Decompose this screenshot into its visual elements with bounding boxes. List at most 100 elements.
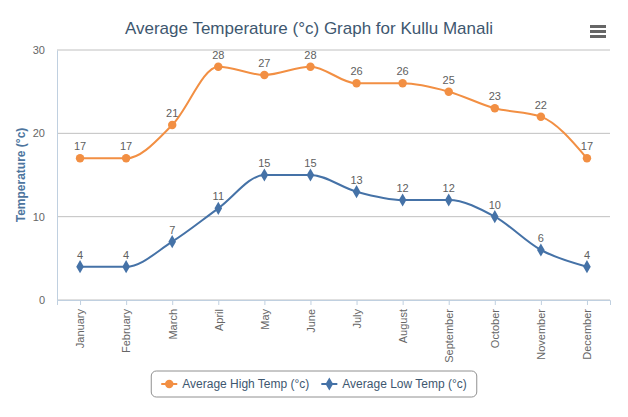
series-marker xyxy=(122,154,130,162)
y-tick-label: 30 xyxy=(33,44,45,56)
x-tick-mark xyxy=(172,300,173,305)
x-tick: March xyxy=(167,300,179,340)
series-marker xyxy=(214,202,222,215)
chart: Average Temperature (°c) Graph for Kullu… xyxy=(0,0,628,417)
x-tick-label: July xyxy=(351,309,363,329)
series-line xyxy=(80,67,587,159)
series-marker xyxy=(122,260,130,273)
series-marker xyxy=(76,154,84,162)
legend-item: Average High Temp (°c) xyxy=(161,377,309,391)
x-tick-mark xyxy=(449,300,450,305)
x-tick-mark xyxy=(495,300,496,305)
series-marker xyxy=(168,121,176,129)
data-label: 26 xyxy=(350,65,362,77)
legend: Average High Temp (°c) Average Low Temp (… xyxy=(151,371,477,397)
y-tick-label: 10 xyxy=(33,211,45,223)
data-label: 4 xyxy=(123,249,129,261)
legend-box xyxy=(151,371,477,397)
data-label: 17 xyxy=(120,140,132,152)
data-label: 6 xyxy=(538,232,544,244)
x-tick: October xyxy=(489,300,501,348)
grid xyxy=(57,50,610,300)
series-marker xyxy=(260,71,268,79)
legend-item: Average Low Temp (°c) xyxy=(321,377,466,391)
series-marker xyxy=(307,168,315,181)
legend-label: Average High Temp (°c) xyxy=(182,377,309,391)
series-marker xyxy=(214,62,222,70)
data-label: 7 xyxy=(169,224,175,236)
x-tick: January xyxy=(74,300,86,348)
x-tick-mark xyxy=(126,300,127,305)
data-label: 10 xyxy=(489,199,501,211)
x-axis-line xyxy=(58,301,611,306)
x-tick-label: December xyxy=(581,309,593,360)
title: Average Temperature (°c) Graph for Kullu… xyxy=(125,19,493,38)
series-marker xyxy=(398,79,406,87)
y-tick-label: 20 xyxy=(33,127,45,139)
series-marker xyxy=(491,210,499,223)
legend-items: Average High Temp (°c) Average Low Temp (… xyxy=(161,377,467,391)
data-label: 4 xyxy=(584,249,590,261)
x-tick-label: September xyxy=(443,309,455,363)
legend-symbol xyxy=(326,377,334,390)
series-marker xyxy=(537,243,545,256)
data-label: 4 xyxy=(77,249,83,261)
x-tick-label: February xyxy=(120,309,132,354)
x-tick-label: April xyxy=(213,309,225,331)
data-label: 15 xyxy=(258,157,270,169)
grid-line xyxy=(57,50,610,51)
data-label: 28 xyxy=(304,49,316,61)
x-tick-label: October xyxy=(489,309,501,348)
x-tick-mark xyxy=(587,300,588,305)
data-label: 22 xyxy=(535,99,547,111)
x-tick-label: May xyxy=(259,309,271,330)
y-tick: 10 xyxy=(33,211,57,223)
x-tick-label: November xyxy=(535,309,547,360)
x-tick: August xyxy=(397,300,409,343)
menu-bar xyxy=(590,35,606,38)
x-tick-mark xyxy=(357,300,358,305)
data-label: 26 xyxy=(397,65,409,77)
data-label: 13 xyxy=(350,174,362,186)
series-marker xyxy=(261,168,269,181)
y-axis-title: Temperature (°c) xyxy=(14,128,28,223)
menu-bar xyxy=(590,30,606,33)
data-label: 12 xyxy=(397,182,409,194)
y-axis-line xyxy=(57,51,58,301)
x-tick-label: January xyxy=(74,309,86,349)
series-group xyxy=(76,62,591,273)
x-tick-label: March xyxy=(167,309,179,340)
x-tick: July xyxy=(351,300,363,329)
data-label: 23 xyxy=(489,90,501,102)
x-tick-label: June xyxy=(305,309,317,333)
x-tick-mark xyxy=(310,300,311,305)
series-marker xyxy=(168,235,176,248)
data-label: 12 xyxy=(443,182,455,194)
x-axis: January February March April May June July Augu… xyxy=(58,300,611,363)
y-axis: 0 10 20 30 xyxy=(33,44,58,306)
series-marker xyxy=(491,104,499,112)
x-tick-mark xyxy=(218,300,219,305)
data-label: 28 xyxy=(212,49,224,61)
x-tick: June xyxy=(305,300,317,333)
legend-symbol xyxy=(165,380,173,388)
y-tick-label: 0 xyxy=(39,294,45,306)
y-tick: 0 xyxy=(39,294,57,306)
x-tick: September xyxy=(443,300,455,363)
series-marker xyxy=(76,260,84,273)
series-marker xyxy=(306,62,314,70)
x-tick-mark xyxy=(264,300,265,305)
menu-button[interactable] xyxy=(590,25,606,38)
x-tick: December xyxy=(581,300,593,360)
data-label: 25 xyxy=(443,74,455,86)
x-tick: February xyxy=(120,300,132,353)
x-tick-mark xyxy=(541,300,542,305)
grid-line xyxy=(57,133,610,134)
series-marker xyxy=(353,185,361,198)
series-marker xyxy=(583,260,591,273)
series-marker xyxy=(399,193,407,206)
data-label: 27 xyxy=(258,57,270,69)
data-label: 15 xyxy=(304,157,316,169)
x-tick-label: August xyxy=(397,309,409,343)
legend-label: Average Low Temp (°c) xyxy=(342,377,466,391)
